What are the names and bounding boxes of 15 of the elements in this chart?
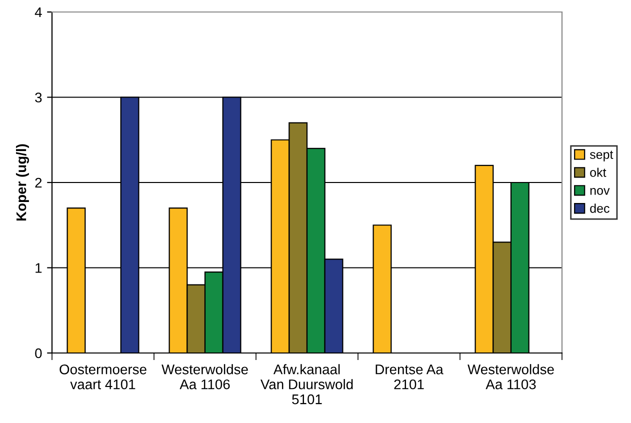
y-tick-label: 4 (34, 7, 42, 18)
legend-label: okt (590, 168, 606, 177)
legend-label: dec (590, 204, 610, 213)
x-tick-label: Drentse Aa 2101 (376, 364, 444, 390)
y-tick-label: 2 (35, 178, 42, 188)
x-tick-label: Westerwoldse Aa 1103 (468, 364, 554, 390)
x-tick-label: Oostermoerse vaart 4101 (60, 364, 146, 390)
y-tick-label: 3 (35, 92, 42, 102)
y-tick-label: 0 (35, 348, 42, 358)
legend-label: nov (590, 188, 610, 195)
y-axis-title: Koper (ug/l) (16, 144, 29, 221)
y-tick-label: 1 (36, 263, 42, 273)
x-tick-label: Westerwoldse Aa 1106 (162, 364, 248, 390)
legend-label: sept (590, 150, 614, 162)
x-tick-label: Afw.kanaal Van Duurswold 5101 (260, 364, 353, 404)
